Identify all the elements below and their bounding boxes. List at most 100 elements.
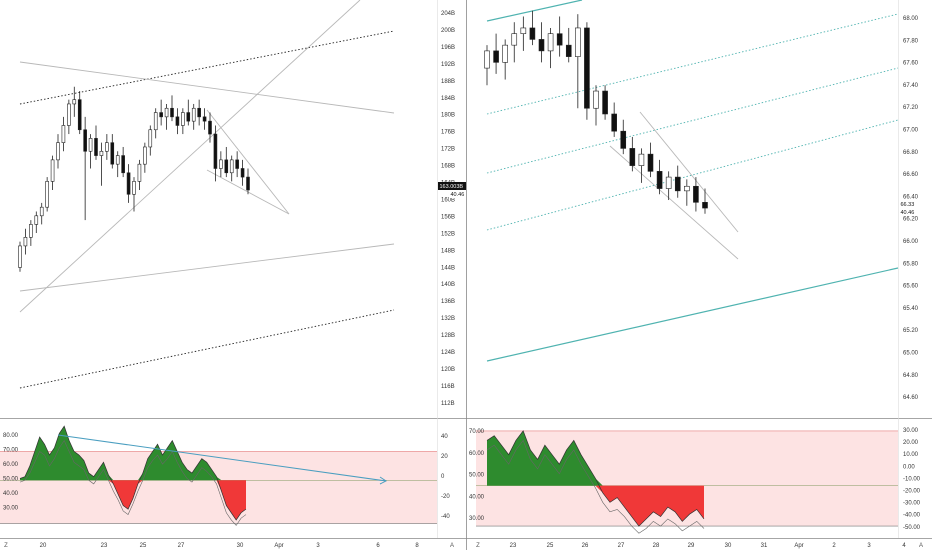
right-price-tick-label: 68.00 [903, 16, 919, 22]
left-price-tick-label: 148B [441, 248, 455, 254]
right-candle-body [693, 185, 699, 203]
right-secondary-tag-label: 40.46 [901, 210, 915, 216]
left-candle-body [77, 99, 82, 131]
left-price-tick-label: 156B [441, 214, 455, 220]
left-candle-body [153, 112, 158, 131]
right-indicator-series-line-1 [486, 430, 705, 527]
right-candle-body [538, 39, 545, 52]
right-price-tick-label: 66.60 [903, 172, 919, 178]
left-indicator-arrow-line[interactable] [57, 434, 387, 482]
right-price-tick-label: 66.20 [903, 217, 919, 223]
left-trendline-mid[interactable] [19, 243, 395, 292]
indicator-layer [0, 425, 898, 534]
right-indicator-tick-label: 50.00 [469, 473, 485, 479]
right-candle-body [556, 33, 563, 46]
left-secondary-tag-bg [449, 190, 466, 198]
left-candle-body [186, 112, 191, 122]
left-candle-body [56, 142, 60, 161]
right-candle-body [565, 44, 572, 57]
left-indicator-tick-label: 80.00 [3, 433, 19, 439]
right-last-value-tag-label: 66.33 [901, 202, 915, 208]
left-channel-lower-dotted[interactable] [19, 309, 395, 389]
left-candle-body [224, 159, 229, 174]
right-candle-body [638, 153, 645, 166]
left-time-tick-label: 27 [178, 543, 185, 549]
left-candle-body [181, 112, 185, 126]
left-candle-body [105, 142, 109, 152]
left-price-tick-label: 136B [441, 299, 455, 305]
left-candle-body [72, 99, 77, 105]
left-price-tick-label: 200B [441, 28, 455, 34]
left-price-tick-label: 192B [441, 62, 455, 68]
right-time-corner-right: A [919, 543, 923, 549]
left-candle-body [148, 129, 153, 148]
right-candle-body [529, 27, 536, 40]
right-time-tick-label: 31 [761, 543, 768, 549]
right-price-tick-label: 67.80 [903, 38, 919, 44]
left-candle-body [110, 142, 115, 165]
right-candle-body [674, 176, 681, 192]
left-time-tick-label: 25 [140, 543, 147, 549]
right-wedge-upper[interactable] [639, 111, 739, 233]
left-price-tick-label: 188B [441, 79, 455, 85]
right-candle-body [593, 90, 599, 109]
left-indicator-arrow-head[interactable] [379, 476, 387, 485]
right-price-tick-label: 67.00 [903, 128, 919, 134]
right-price-tick-label: 65.40 [903, 306, 919, 312]
left-indicator-tick-label: 40.00 [3, 491, 19, 497]
right-price-tick-label: 66.80 [903, 150, 919, 156]
left-price-tick-label: 184B [441, 96, 455, 102]
left-indicator-tick-label: 70.00 [3, 448, 19, 454]
right-price-tick-label: 66.00 [903, 239, 919, 245]
right-price-tick-label: 65.00 [903, 351, 919, 357]
right-candle-body [684, 185, 690, 192]
left-candle-body [175, 116, 180, 126]
left-indicator-area-green [20, 426, 246, 481]
left-candle-body [18, 245, 22, 268]
right-dotted-line-3[interactable] [486, 119, 899, 231]
right-indicator-right-tick-label: -10.00 [903, 476, 921, 482]
left-price-tick-label: 160B [441, 197, 455, 203]
right-candle-body [620, 130, 627, 149]
right-price-tick-label: 65.60 [903, 284, 919, 290]
right-indicator-right-tick-label: 10.00 [903, 452, 919, 458]
right-channel-upper-teal[interactable] [486, 0, 583, 22]
left-candle-body [126, 172, 131, 195]
right-price-tick-label: 65.20 [903, 328, 919, 334]
left-trendline-descending[interactable] [19, 61, 395, 114]
left-wedge-upper[interactable] [206, 109, 290, 215]
left-candle-body [246, 176, 250, 191]
right-dotted-line-2[interactable] [486, 67, 899, 174]
right-time-tick-label: 29 [688, 543, 695, 549]
left-candle-body [143, 146, 147, 165]
left-candle-body [34, 215, 39, 225]
right-candle-body [611, 113, 617, 132]
left-channel-upper-dotted[interactable] [19, 30, 395, 105]
left-candle-body [208, 120, 212, 135]
left-time-corner-left: Z [4, 543, 8, 549]
right-dotted-line-1[interactable] [486, 13, 899, 115]
left-candle-body [67, 103, 71, 126]
left-trendline-ascending[interactable] [19, 0, 361, 313]
left-candle-body [50, 159, 55, 182]
left-candle-body [83, 129, 87, 152]
left-candle-body [115, 155, 120, 165]
right-time-tick-label: 27 [618, 543, 625, 549]
left-candle-body [137, 163, 142, 182]
left-candle-body [191, 107, 196, 122]
right-last-value-tag-bg [899, 200, 919, 208]
drawing-layer[interactable] [19, 0, 899, 389]
right-candle-body [502, 44, 508, 63]
left-price-tick-label: 124B [441, 350, 455, 356]
left-price-tick-label: 144B [441, 265, 455, 271]
left-indicator-right-tick-label: -40 [441, 514, 450, 520]
left-candle-body [164, 107, 169, 118]
right-channel-lower-teal[interactable] [486, 267, 899, 362]
right-price-tick-label: 67.60 [903, 61, 919, 67]
right-price-tick-label: 64.60 [903, 395, 919, 401]
left-price-tick-label: 128B [441, 333, 455, 339]
left-candle-body [159, 112, 163, 118]
left-candle-body [229, 159, 234, 174]
